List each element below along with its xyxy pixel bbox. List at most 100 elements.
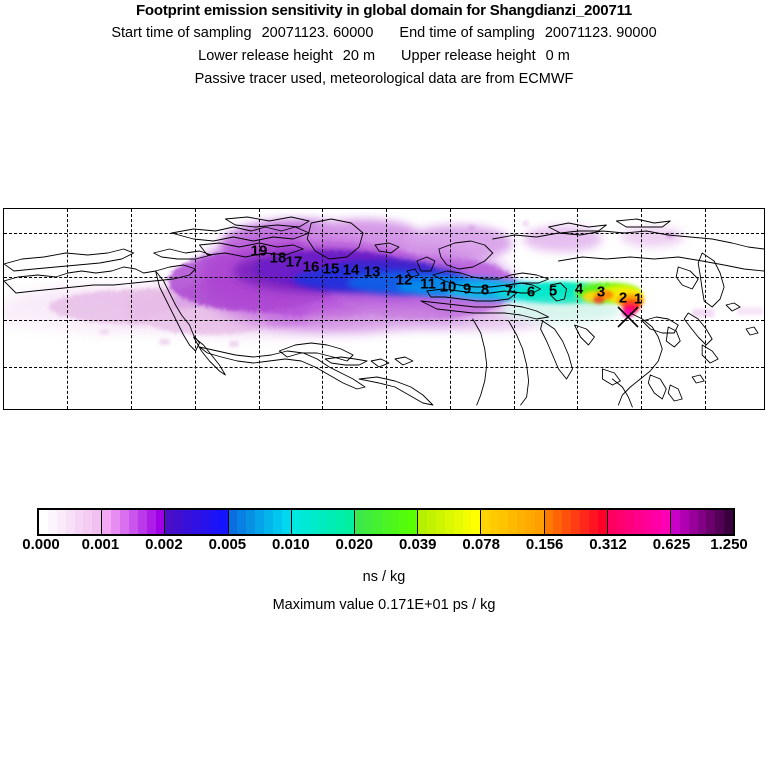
colorbar-swatch [137,510,147,534]
trajectory-day-label: 4 [574,280,584,298]
colorbar-swatch [273,510,282,534]
upper-release-value: 0 m [545,48,570,64]
colorbar-swatch [607,510,617,534]
colorbar-swatch [597,510,607,534]
colorbar-swatch [634,510,644,534]
coastline-layer [4,216,764,408]
colorbar-segment [102,510,166,534]
colorbar-swatch [588,510,598,534]
colorbar-segment [418,510,482,534]
colorbar-swatch [507,510,517,534]
colorbar-swatch [111,510,120,534]
trajectory-day-label: 15 [322,260,340,278]
colorbar-tick-label: 0.039 [398,536,437,553]
colorbar-swatch [56,510,66,534]
colorbar-tick-label: 0.020 [335,536,374,553]
colorbar-tick-label: 0.078 [462,536,500,553]
colorbar-swatch [643,510,653,534]
colorbar-swatch [146,510,156,534]
colorbar-tick-label: 1.250 [710,536,748,553]
trajectory-day-label: 16 [302,258,320,276]
maximum-value-label: Maximum value 0.171E+01 ps / kg [272,597,496,613]
colorbar-segment [354,510,419,534]
trajectory-day-label: 14 [342,261,360,279]
colorbar-segment [39,510,103,534]
colorbar-segment [607,510,671,534]
colorbar-swatch [192,510,201,534]
colorbar-unit-label: ns / kg [362,569,406,585]
colorbar-swatch [625,510,635,534]
colorbar-swatch [372,510,382,534]
colorbar-swatch [525,510,535,534]
trajectory-day-label: 3 [596,283,606,301]
colorbar-swatch [679,510,689,534]
colorbar-swatch [435,510,445,534]
colorbar-tick-label: 0.156 [525,536,564,553]
colorbar-tick-label: 0.010 [272,536,310,553]
colorbar-swatch [408,510,418,534]
colorbar-swatch [427,510,436,534]
colorbar-swatch [264,510,274,534]
colorbar-tick-label: 0.001 [81,536,120,553]
colorbar-swatch [670,510,680,534]
start-time-value: 20071123. 60000 [261,25,374,41]
release-height-line: Lower release height 20 m Upper release he… [0,45,768,68]
colorbar-tick-label: 0.625 [652,536,691,553]
colorbar-swatch [381,510,391,534]
tracer-note: Passive tracer used, meteorological data… [194,71,574,87]
colorbar-swatch [516,510,526,534]
lower-release-value: 20 m [342,48,376,64]
colorbar-swatch [128,510,138,534]
colorbar-swatch [481,510,491,534]
colorbar-swatch [499,510,508,534]
colorbar-swatch [200,510,210,534]
trajectory-day-label: 13 [363,263,381,281]
colorbar-swatch [616,510,626,534]
colorbar-swatch [453,510,463,534]
map-stage: 19 18 17 16 15 14 13 12 11 10 9 8 7 6 5 4 3 2 1 [4,209,764,409]
trajectory-day-label: 9 [462,280,472,298]
trajectory-day-label: 7 [504,282,514,300]
upper-release-label: Upper release height [401,48,536,64]
start-time-label: Start time of sampling [111,25,252,41]
trajectory-day-label: 1 [633,290,643,308]
colorbar-tick-label: 0.002 [145,536,183,553]
colorbar-swatch [553,510,563,534]
colorbar-segment [670,510,734,534]
lower-release-label: Lower release height [198,48,333,64]
end-time-label: End time of sampling [399,25,535,41]
colorbar-swatch [345,510,354,534]
colorbar-swatch [174,510,184,534]
colorbar-swatch [246,510,256,534]
colorbar-swatch [39,510,48,534]
colorbar-swatch [165,510,175,534]
colorbar-swatch [327,510,337,534]
colorbar-tick-labels: 0.000 0.001 0.002 0.005 0.010 0.020 0.039 0.078… [0,536,768,556]
colorbar-swatch [218,510,228,534]
colorbar-swatch [715,510,725,534]
trajectory-day-label: 10 [439,278,457,296]
colorbar-swatch [697,510,707,534]
colorbar-swatch [544,510,554,534]
header-block: Footprint emission sensitivity in global… [0,0,768,91]
colorbar-swatch [688,510,698,534]
colorbar-segment [165,510,229,534]
colorbar-swatch [47,510,57,534]
colorbar-swatch [74,510,84,534]
trajectory-day-label: 11 [420,275,436,293]
release-point-marker [617,306,639,328]
colorbar-swatch [562,510,572,534]
colorbar-swatch [471,510,481,534]
colorbar-swatch [309,510,319,534]
end-time-value: 20071123. 90000 [544,25,657,41]
trajectory-day-label: 2 [618,289,628,307]
colorbar-swatch [399,510,409,534]
colorbar-swatch [209,510,219,534]
colorbar-swatch [183,510,193,534]
page-title: Footprint emission sensitivity in global… [135,2,633,19]
colorbar-swatch [318,510,328,534]
colorbar-swatch [65,510,75,534]
colorbar-swatch [336,510,346,534]
colorbar-swatch [580,510,589,534]
colorbar-swatch [652,510,662,534]
